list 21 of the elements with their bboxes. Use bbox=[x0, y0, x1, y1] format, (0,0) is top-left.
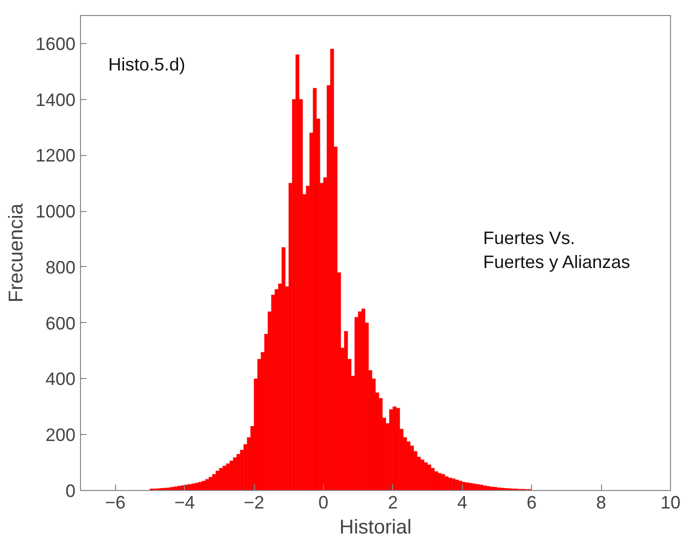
y-tick-label: 600 bbox=[45, 313, 76, 334]
x-tick-label: 6 bbox=[526, 492, 537, 512]
annotation: Fuertes Vs. Fuertes y Alianzas bbox=[483, 228, 630, 272]
x-tick-label: −4 bbox=[174, 492, 195, 512]
x-tick-label: 10 bbox=[660, 492, 681, 512]
y-tick-label: 1600 bbox=[35, 34, 76, 54]
y-tick-label: 200 bbox=[45, 425, 76, 446]
y-tick-label: 1000 bbox=[35, 202, 76, 222]
annotation: Histo.5.d) bbox=[108, 54, 186, 75]
x-tick-label: 0 bbox=[318, 492, 328, 512]
x-tick-label: −2 bbox=[244, 492, 264, 512]
x-tick-label: 2 bbox=[388, 492, 398, 512]
x-tick-label: −6 bbox=[104, 492, 126, 512]
y-tick-label: 400 bbox=[45, 369, 76, 390]
x-axis-title: Historial bbox=[339, 516, 412, 538]
y-tick-label: 1200 bbox=[35, 146, 76, 166]
y-tick-label: 1400 bbox=[35, 90, 76, 110]
y-tick-label: 800 bbox=[45, 257, 76, 278]
x-tick-label: 4 bbox=[457, 492, 468, 512]
y-axis-title: Frecuencia bbox=[5, 202, 28, 302]
x-tick-label: 8 bbox=[596, 492, 606, 512]
